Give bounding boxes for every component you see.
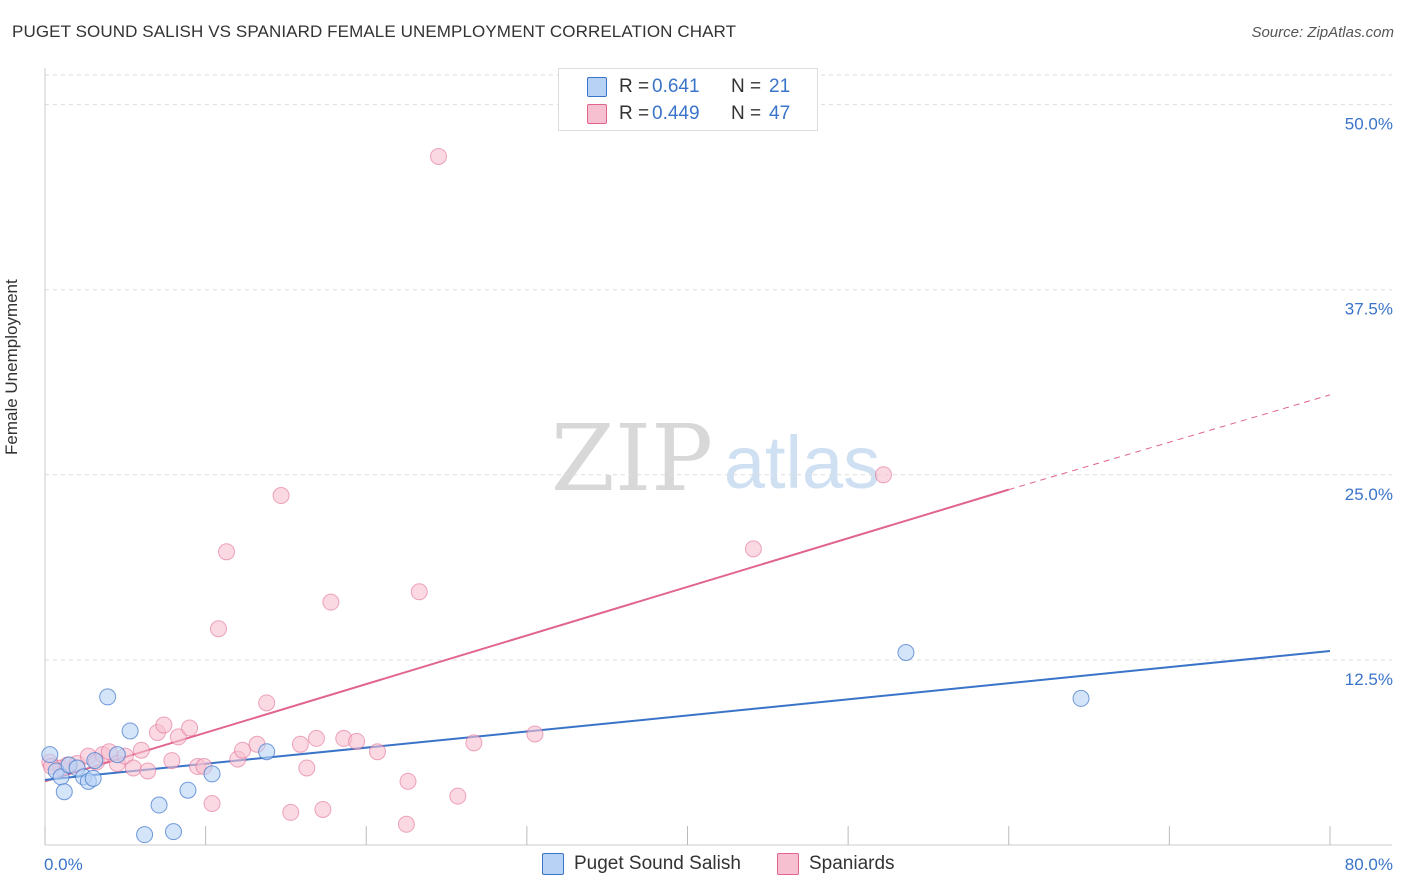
spaniards-point (218, 543, 236, 561)
spaniards-point (449, 787, 467, 805)
legend-r-value: 0.641 (652, 76, 700, 97)
legend-row-spaniards: R = 0.449 N = 47 (559, 101, 817, 127)
spaniards-point (155, 716, 173, 734)
puget-point (165, 823, 182, 841)
spaniards-point (139, 762, 157, 780)
puget-point (897, 644, 915, 661)
spaniards-trend-line (44, 488, 1010, 783)
puget-point (179, 781, 197, 799)
y-tick-label: 25.0% (1345, 485, 1393, 504)
watermark-atlas: atlas (724, 421, 880, 504)
spaniards-point (399, 772, 417, 790)
legend-swatch-blue (587, 77, 607, 97)
spaniards-point (258, 694, 276, 712)
puget-point (136, 826, 154, 844)
spaniards-point (397, 815, 415, 833)
trend-lines (44, 394, 1331, 783)
y-tick-label: 50.0% (1345, 115, 1393, 134)
legend-n-label: N = (731, 76, 762, 97)
spaniards-point (368, 743, 386, 761)
puget-point (86, 752, 104, 770)
spaniards-point (124, 759, 142, 777)
puget-point (203, 765, 221, 783)
puget-point (41, 746, 59, 764)
spaniards-point (307, 729, 325, 747)
bottom-legend-swatch-blue (542, 853, 564, 875)
spaniards-point (348, 732, 366, 750)
bottom-legend-label: Spaniards (809, 853, 895, 874)
spaniards-point (181, 719, 199, 737)
tick-labels: 12.5% 25.0% 37.5% 50.0% 0.0% 80.0% (44, 115, 1393, 874)
puget-point (99, 688, 117, 706)
x-tick-label: 80.0% (1345, 855, 1393, 874)
y-tick-label: 12.5% (1345, 670, 1393, 689)
spaniards-point (291, 735, 309, 753)
x-tick-label: 0.0% (44, 855, 83, 874)
puget-trend-line (44, 650, 1331, 781)
spaniards-point (132, 741, 150, 759)
legend-swatch-pink (587, 104, 607, 124)
legend-row-puget: R = 0.641 N = 21 (559, 74, 817, 100)
spaniards-point (272, 487, 290, 505)
spaniards-point (298, 759, 316, 777)
y-axis-label: Female Unemployment (2, 279, 21, 455)
spaniards-point (322, 593, 340, 611)
legend-n-label: N = (731, 103, 762, 124)
spaniards-point (430, 147, 448, 165)
spaniards-point (209, 620, 227, 638)
puget-point (258, 743, 276, 761)
spaniards-point (234, 741, 252, 759)
bottom-legend-swatch-pink (777, 853, 799, 875)
chart-title: PUGET SOUND SALISH VS SPANIARD FEMALE UN… (12, 22, 737, 41)
y-tick-label: 37.5% (1345, 300, 1393, 319)
spaniards-point (410, 583, 428, 601)
spaniards-trend-extension (1008, 394, 1331, 491)
puget-point (55, 783, 73, 801)
spaniards-point (314, 800, 332, 818)
spaniards-point (282, 803, 300, 821)
legend-r-value: 0.449 (652, 103, 700, 124)
spaniards-point (526, 725, 544, 743)
puget-point (121, 722, 139, 740)
source-label: Source: ZipAtlas.com (1251, 24, 1394, 41)
bottom-legend-spaniards: Spaniards (777, 852, 895, 876)
legend-r-label: R = (619, 103, 650, 124)
data-points (41, 147, 1090, 844)
spaniards-point (169, 728, 187, 746)
legend-n-value: 47 (769, 103, 791, 124)
correlation-legend: R = 0.641 N = 21 R = 0.449 N = 47 (558, 68, 818, 131)
watermark: ZIP atlas (551, 405, 880, 512)
spaniards-point (203, 795, 221, 813)
puget-point (84, 769, 102, 787)
legend-n-value: 21 (769, 76, 791, 97)
bottom-legend-label: Puget Sound Salish (574, 853, 741, 874)
spaniards-point (874, 466, 892, 484)
bottom-legend-puget: Puget Sound Salish (542, 852, 741, 876)
spaniards-point (465, 734, 483, 752)
legend-r-label: R = (619, 76, 650, 97)
puget-point (1072, 689, 1090, 707)
spaniards-point (163, 752, 181, 770)
puget-point (150, 796, 168, 814)
puget-point (108, 746, 126, 764)
watermark-zip: ZIP (551, 405, 713, 512)
axes (44, 68, 1392, 846)
spaniards-point (744, 540, 762, 558)
gridlines (45, 74, 1392, 661)
